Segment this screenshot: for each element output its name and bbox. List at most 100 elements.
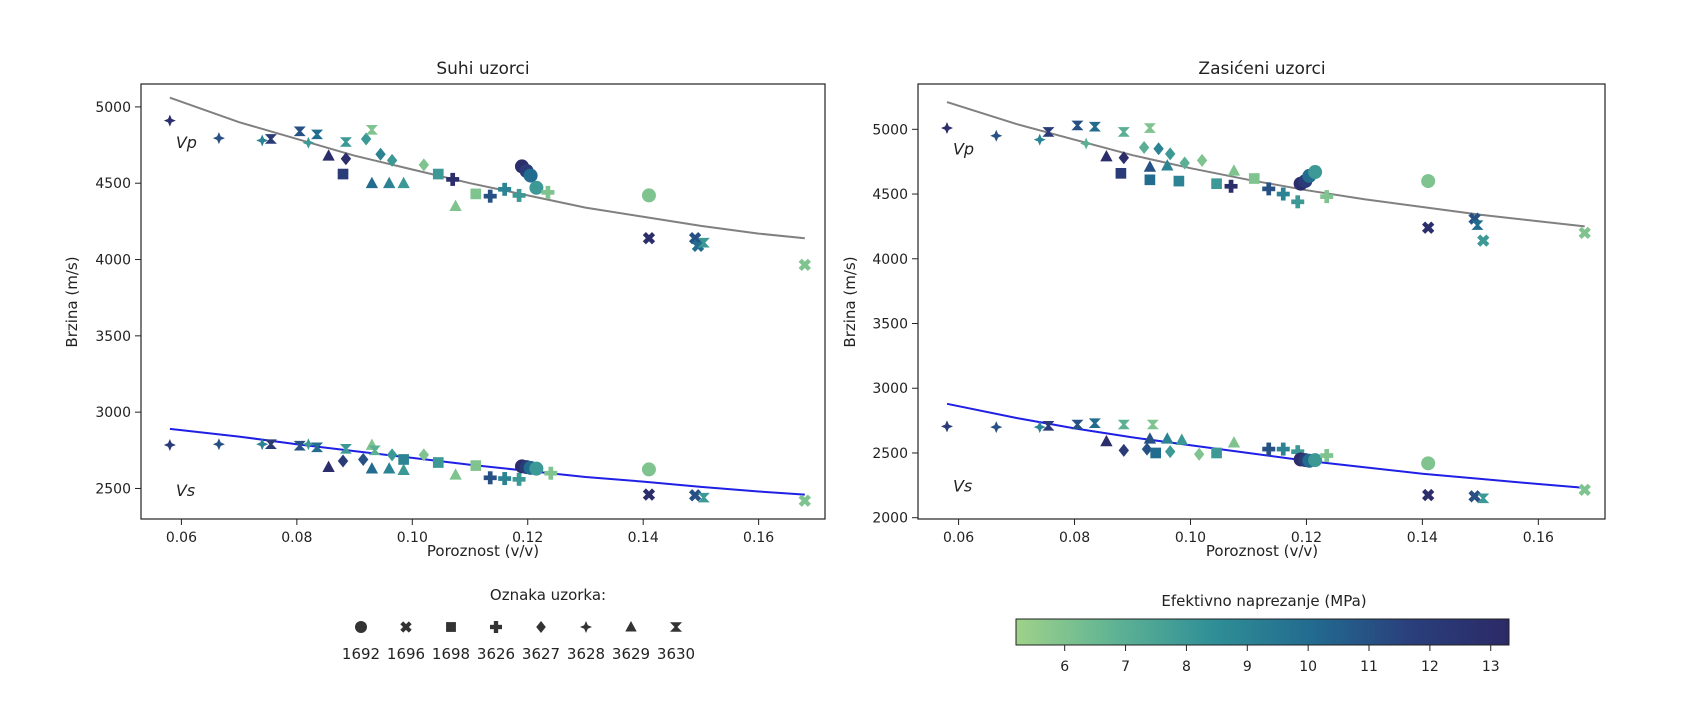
colorbar-tick-label: 11 (1360, 659, 1378, 675)
y-tick-label: 4500 (872, 187, 908, 203)
data-point (1211, 447, 1222, 459)
curve-label: Vs (953, 476, 972, 495)
data-point (1227, 436, 1241, 448)
y-tick-label: 3000 (872, 381, 908, 397)
data-point (990, 129, 1003, 142)
legend-item-label: 3627 (522, 645, 560, 663)
legend-marker-diamond (536, 621, 546, 633)
data-point (1144, 174, 1156, 186)
data-point (432, 457, 444, 468)
x-tick-label: 0.06 (166, 530, 197, 546)
curve-annotations: Vp Vs (953, 140, 974, 496)
data-point (1143, 123, 1156, 133)
x-tick-label: 0.08 (281, 530, 312, 546)
colorbar-tick-label: 13 (1482, 659, 1500, 675)
data-point (1141, 442, 1153, 456)
data-point (1161, 432, 1174, 444)
data-point (1196, 153, 1208, 167)
x-tick-label: 0.12 (512, 530, 543, 546)
data-point (1138, 140, 1150, 154)
data-point (1153, 142, 1164, 156)
data-point (1291, 445, 1305, 459)
data-point (1042, 127, 1055, 137)
data-point (302, 438, 315, 451)
data-point (798, 258, 811, 272)
data-point (1471, 220, 1484, 230)
data-point (1477, 493, 1490, 504)
y-tick-label: 3000 (95, 405, 131, 421)
data-point (1100, 150, 1113, 162)
data-point (163, 114, 176, 127)
data-point (337, 168, 349, 180)
data-points (163, 114, 811, 507)
data-point (1320, 449, 1334, 463)
data-point (302, 136, 315, 149)
data-point (1164, 445, 1176, 459)
data-point (1193, 447, 1205, 461)
data-point (449, 199, 462, 211)
colorbar-tick-label: 9 (1243, 659, 1252, 675)
ticks: 0.06 0.08 0.10 0.12 0.14 0.16 2000 2500 3000 3500… (872, 122, 1554, 546)
data-point (360, 132, 372, 146)
curve-label: Vs (176, 481, 195, 500)
y-tick-label: 4000 (872, 252, 908, 268)
data-point (1042, 420, 1055, 431)
legend-item-label: 3628 (567, 645, 605, 663)
data-point (1033, 133, 1046, 146)
data-point (358, 452, 369, 466)
x-tick-label: 0.16 (1523, 530, 1554, 546)
legend-item-label: 1698 (432, 645, 470, 663)
data-point (1308, 165, 1323, 180)
legend-item-label: 3629 (612, 645, 650, 663)
data-point (1276, 187, 1290, 201)
fit-curves (946, 101, 1585, 489)
data-point (337, 454, 349, 468)
data-point (642, 231, 656, 245)
data-point (529, 461, 544, 476)
colorbar-gradient (1015, 618, 1510, 646)
legend-item-label: 1696 (387, 645, 425, 663)
fit-line-vp (169, 96, 805, 240)
data-point (1262, 442, 1276, 456)
data-point (940, 420, 953, 433)
data-point (1227, 164, 1241, 176)
data-point (544, 466, 558, 480)
data-point (383, 176, 396, 189)
data-point (483, 471, 497, 485)
data-point (256, 438, 269, 451)
data-point (1308, 453, 1323, 468)
y-tick-label: 3500 (95, 329, 131, 345)
data-point (163, 438, 176, 451)
data-point (1117, 419, 1130, 430)
fit-curves (169, 96, 805, 496)
data-point (1320, 190, 1334, 204)
data-point (293, 126, 306, 137)
chart-dry-samples: Suhi uzorci 0.06 0.08 0.10 0.12 0.14 0.16 2500… (63, 59, 826, 560)
data-point (498, 182, 512, 196)
data-point (1276, 442, 1290, 456)
x-tick-label: 0.10 (397, 530, 428, 546)
data-point (340, 152, 352, 166)
data-point (641, 462, 656, 477)
data-point (365, 124, 378, 135)
colorbar-tick-label: 8 (1182, 659, 1191, 675)
y-tick-label: 2000 (872, 511, 908, 527)
data-point (1146, 419, 1159, 430)
x-tick-label: 0.12 (1291, 530, 1322, 546)
data-point (1161, 159, 1174, 171)
data-point (498, 472, 512, 486)
legend-marker-x (400, 621, 412, 633)
y-tick-label: 4000 (95, 253, 131, 269)
data-point (798, 494, 811, 507)
data-point (990, 421, 1003, 434)
data-point (446, 172, 460, 186)
data-point (1100, 434, 1113, 447)
data-point (1248, 173, 1260, 184)
data-point (1115, 168, 1127, 179)
data-point (688, 489, 702, 502)
data-point (386, 153, 398, 167)
colorbar-ticks: 6 7 8 9 10 11 12 13 (1060, 645, 1500, 675)
data-point (264, 439, 277, 450)
data-point (365, 176, 379, 189)
